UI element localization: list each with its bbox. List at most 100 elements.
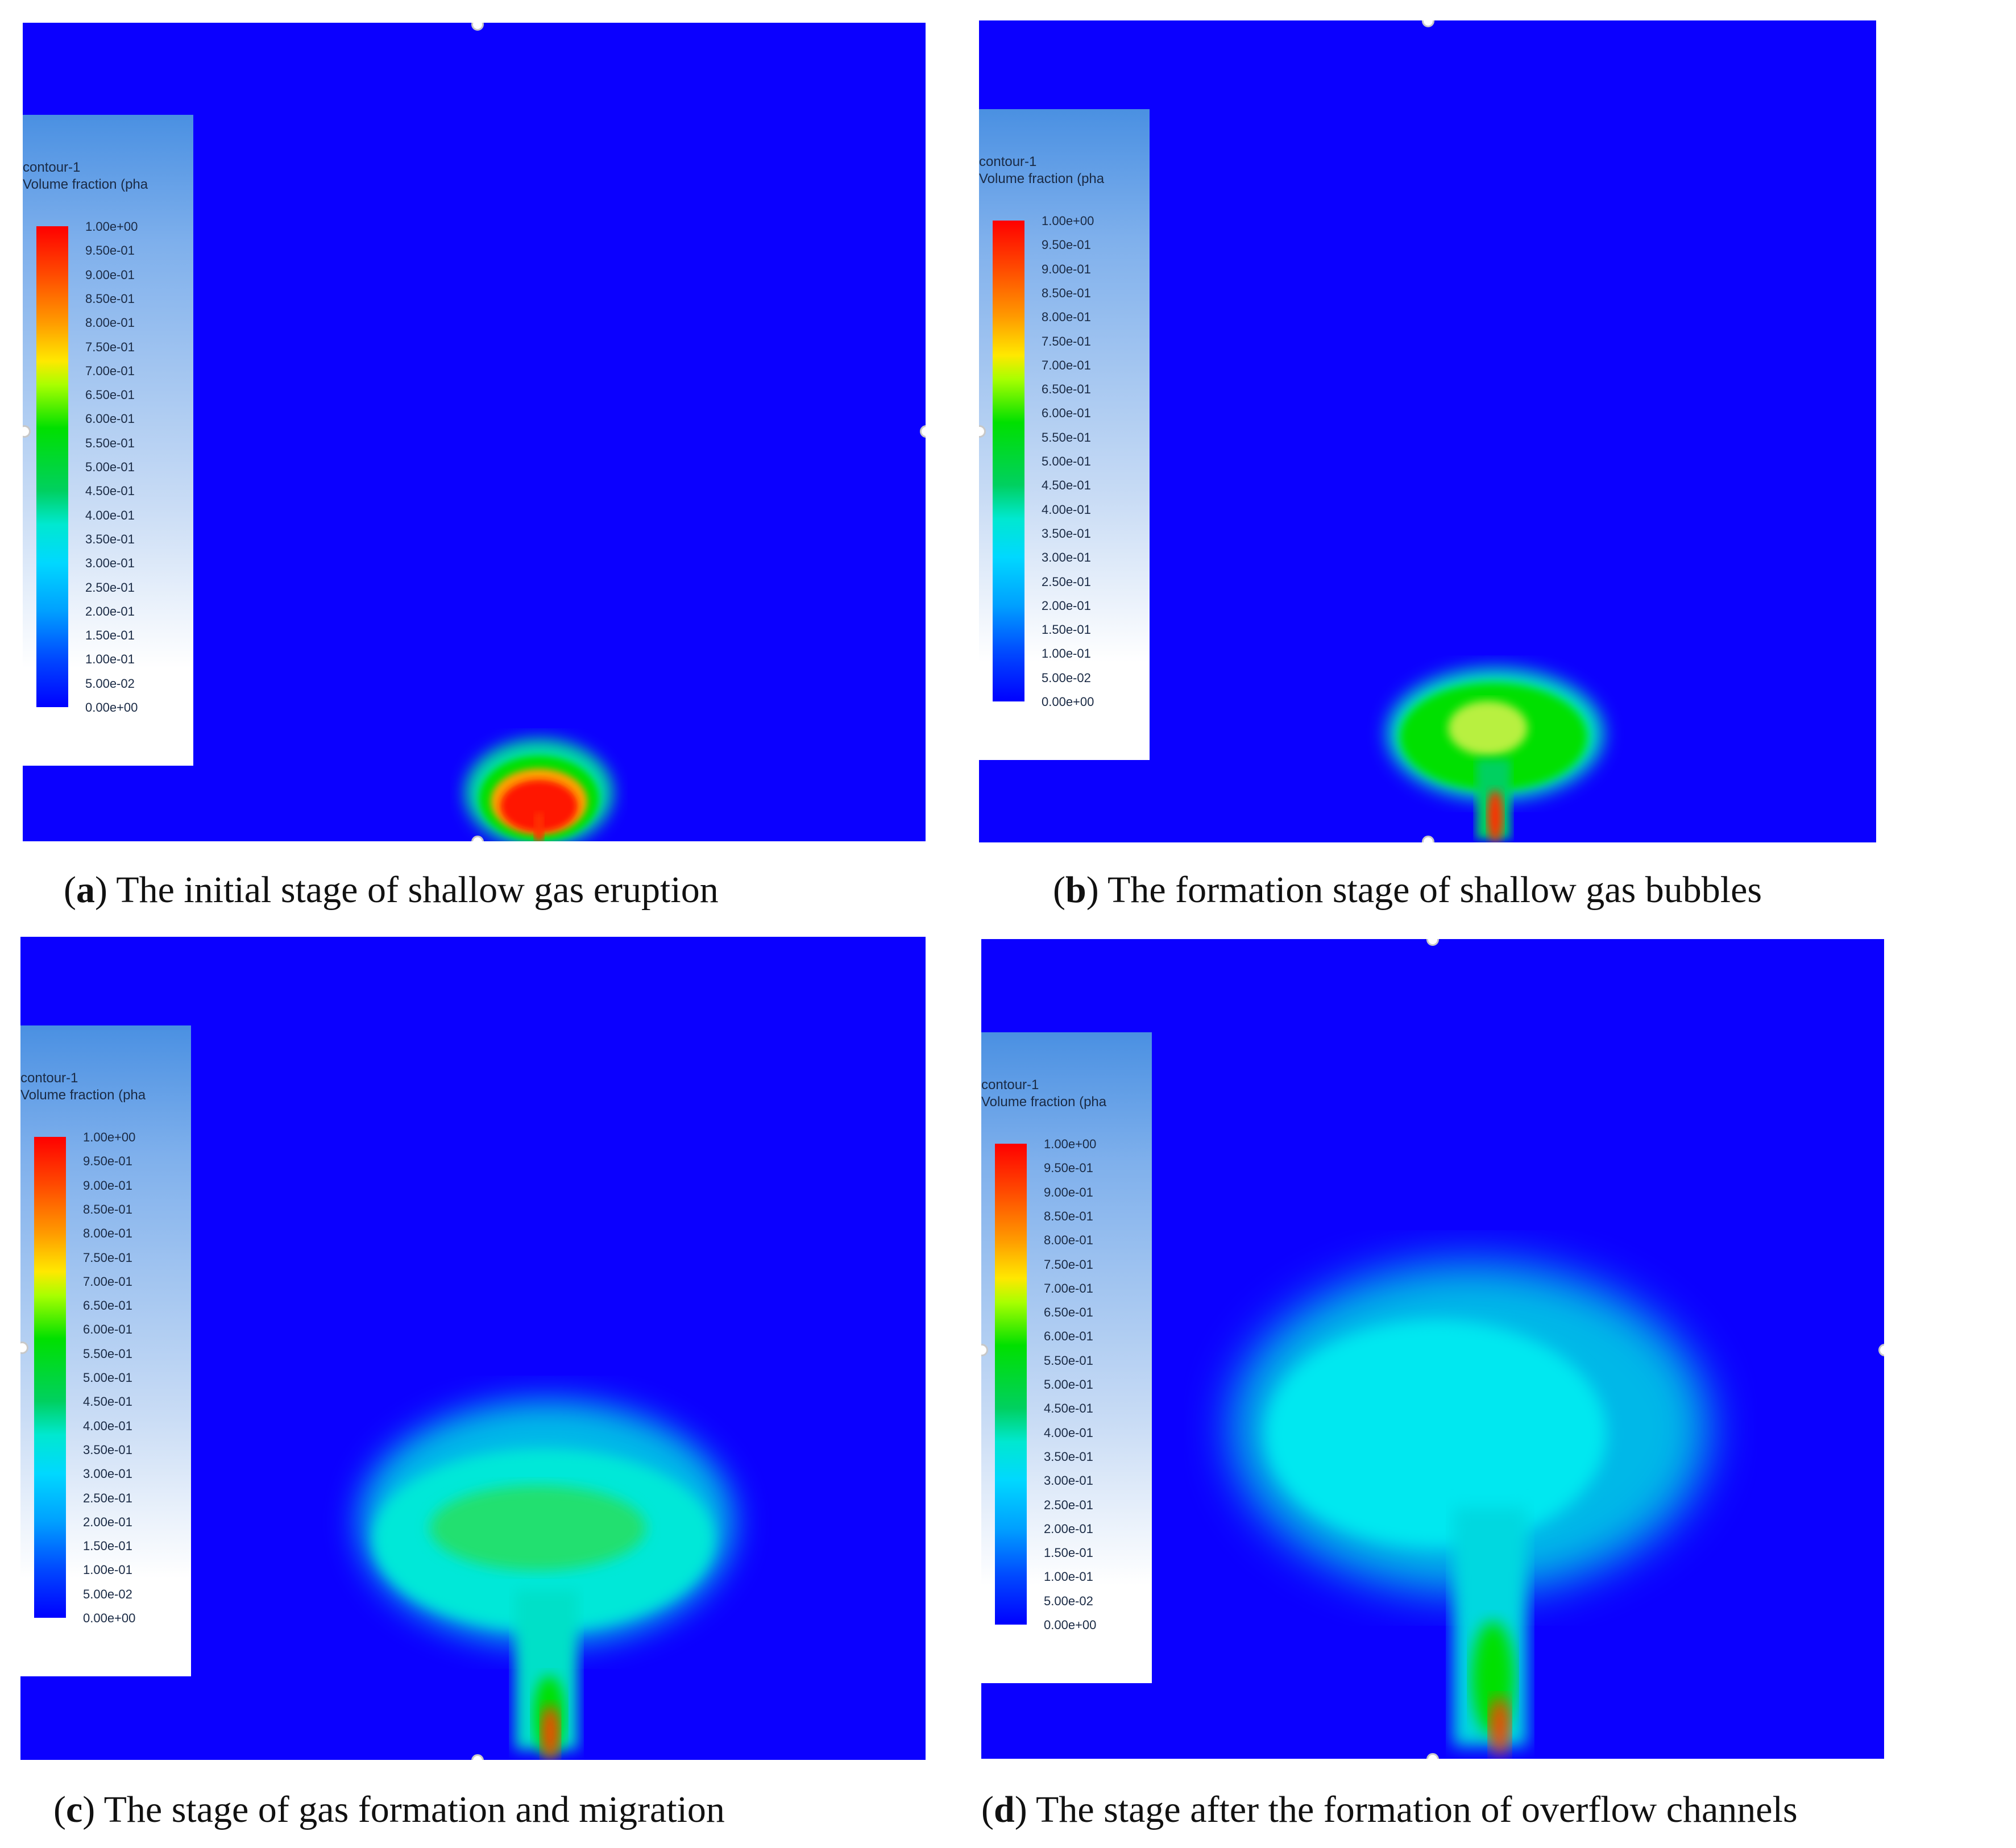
legend-tick-label: 8.00e-01: [1044, 1233, 1093, 1248]
legend-tick-label: 9.50e-01: [1042, 238, 1091, 252]
legend-tick-label: 8.50e-01: [85, 291, 135, 306]
legend-tick-label: 0.00e+00: [1044, 1618, 1097, 1632]
legend-title-line1: contour-1: [23, 160, 81, 175]
legend-tick-label: 5.00e-01: [1042, 454, 1091, 468]
legend-tick-label: 2.50e-01: [85, 580, 135, 595]
legend-tick-label: 9.00e-01: [1042, 261, 1091, 276]
legend-tick-label: 1.00e+00: [85, 219, 138, 234]
legend-tick-label: 5.50e-01: [1044, 1353, 1093, 1368]
handle-dot: [471, 836, 484, 841]
legend-tick-label: 4.50e-01: [1042, 478, 1091, 493]
legend-title: contour-1 Volume fraction (pha: [979, 153, 1104, 188]
legend-tick-label: 6.00e-01: [83, 1322, 132, 1337]
handle-dot: [979, 425, 986, 438]
legend-title-line2: Volume fraction (pha: [979, 171, 1105, 186]
legend-tick-label: 9.50e-01: [1044, 1161, 1093, 1176]
legend-tick-label: 3.00e-01: [85, 556, 135, 571]
handle-dot: [1426, 1753, 1439, 1759]
legend-tick-label: 7.50e-01: [83, 1250, 132, 1265]
legend-tick-label: 1.50e-01: [1042, 622, 1091, 637]
caption-letter: c: [65, 1789, 83, 1830]
legend-tick-label: 1.00e-01: [83, 1563, 132, 1577]
legend-title-line2: Volume fraction (pha: [981, 1094, 1107, 1110]
legend-tick-label: 2.50e-01: [1044, 1497, 1093, 1512]
panel-c: contour-1 Volume fraction (pha 1.00e+00 9.5…: [20, 937, 926, 1760]
legend-tick-label: 5.00e-02: [83, 1587, 132, 1601]
handle-dot: [981, 1344, 988, 1356]
legend-tick-label: 3.50e-01: [1042, 526, 1091, 541]
legend-title-line1: contour-1: [20, 1070, 78, 1086]
legend-tick-label: 6.50e-01: [85, 388, 135, 402]
handle-dot: [1878, 1344, 1884, 1356]
legend-tick-label: 1.00e-01: [85, 652, 135, 667]
legend-tick-label: 3.50e-01: [83, 1442, 132, 1457]
handle-dot: [20, 1342, 28, 1354]
caption-text: The formation stage of shallow gas bubbl…: [1107, 869, 1762, 911]
colorbar: [34, 1137, 66, 1618]
legend-title: contour-1 Volume fraction (pha: [20, 1070, 146, 1104]
legend-tick-label: 6.50e-01: [83, 1298, 132, 1313]
legend-tick-label: 1.00e-01: [1042, 646, 1091, 661]
legend-tick-label: 0.00e+00: [85, 700, 138, 715]
legend-tick-label: 7.00e-01: [1042, 358, 1091, 372]
legend-tick-label: 2.00e-01: [1042, 598, 1091, 613]
legend-tick-label: 8.00e-01: [1042, 310, 1091, 325]
legend-tick-label: 1.50e-01: [85, 628, 135, 643]
legend-tick-label: 6.00e-01: [85, 412, 135, 426]
colorbar: [993, 221, 1024, 701]
handle-dot: [1422, 836, 1434, 842]
legend-tick-label: 9.00e-01: [83, 1178, 132, 1193]
legend-tick-label: 1.00e+00: [83, 1130, 136, 1144]
legend-tick-label: 5.00e-01: [85, 460, 135, 474]
legend-tick-label: 9.00e-01: [85, 267, 135, 282]
legend-tick-label: 2.50e-01: [1042, 574, 1091, 589]
legend-tick-label: 0.00e+00: [1042, 695, 1094, 709]
legend-tick-label: 1.50e-01: [1044, 1546, 1093, 1560]
caption-a: (a) The initial stage of shallow gas eru…: [64, 869, 719, 911]
legend-tick-label: 8.00e-01: [85, 315, 135, 330]
legend-tick-label: 2.50e-01: [83, 1490, 132, 1505]
legend-tick-label: 4.50e-01: [1044, 1401, 1093, 1416]
legend-tick-label: 7.00e-01: [83, 1274, 132, 1289]
legend-tick-label: 8.50e-01: [1044, 1209, 1093, 1223]
legend-tick-label: 3.00e-01: [1042, 550, 1091, 565]
panel-a: contour-1 Volume fraction (pha 1.00e+00 9.5…: [23, 23, 926, 841]
caption-d: (d) The stage after the formation of ove…: [981, 1789, 1798, 1830]
caption-text: The stage after the formation of overflo…: [1036, 1789, 1798, 1830]
legend-tick-label: 4.00e-01: [1042, 502, 1091, 517]
legend-tick-label: 3.50e-01: [1044, 1449, 1093, 1464]
legend-tick-label: 1.00e-01: [1044, 1569, 1093, 1584]
legend-tick-label: 5.00e-01: [83, 1371, 132, 1385]
handle-dot: [471, 23, 484, 31]
legend-tick-label: 6.00e-01: [1044, 1329, 1093, 1344]
colorbar: [995, 1144, 1027, 1625]
legend-title: contour-1 Volume fraction (pha: [981, 1077, 1106, 1111]
legend-tick-label: 0.00e+00: [83, 1611, 136, 1625]
legend-tick-label: 7.50e-01: [1044, 1257, 1093, 1272]
legend-tick-label: 2.00e-01: [1044, 1521, 1093, 1536]
legend-tick-label: 4.00e-01: [85, 508, 135, 522]
caption-letter: b: [1065, 869, 1086, 911]
legend-tick-label: 3.00e-01: [83, 1467, 132, 1481]
handle-dot: [471, 1754, 484, 1760]
colorbar: [36, 226, 68, 707]
plume-b: [1387, 668, 1603, 842]
legend-c: contour-1 Volume fraction (pha 1.00e+00 9.5…: [20, 1025, 191, 1676]
plume-d: [1231, 1263, 1709, 1756]
legend-tick-label: 3.50e-01: [85, 531, 135, 546]
legend-tick-label: 4.00e-01: [83, 1418, 132, 1433]
legend-tick-label: 5.00e-02: [1042, 670, 1091, 685]
legend-title-line2: Volume fraction (pha: [23, 177, 148, 192]
legend-title: contour-1 Volume fraction (pha: [23, 159, 148, 193]
legend-tick-label: 1.00e+00: [1042, 214, 1094, 228]
legend-tick-label: 7.00e-01: [1044, 1281, 1093, 1295]
legend-tick-label: 6.50e-01: [1044, 1305, 1093, 1320]
legend-tick-label: 5.50e-01: [83, 1346, 132, 1361]
legend-title-line2: Volume fraction (pha: [20, 1087, 146, 1103]
legend-tick-label: 2.00e-01: [83, 1514, 132, 1529]
legend-tick-label: 1.00e+00: [1044, 1137, 1097, 1151]
legend-tick-label: 5.50e-01: [85, 435, 135, 450]
legend-tick-label: 5.50e-01: [1042, 430, 1091, 445]
legend-tick-label: 7.00e-01: [85, 363, 135, 378]
plume-c: [359, 1400, 734, 1760]
